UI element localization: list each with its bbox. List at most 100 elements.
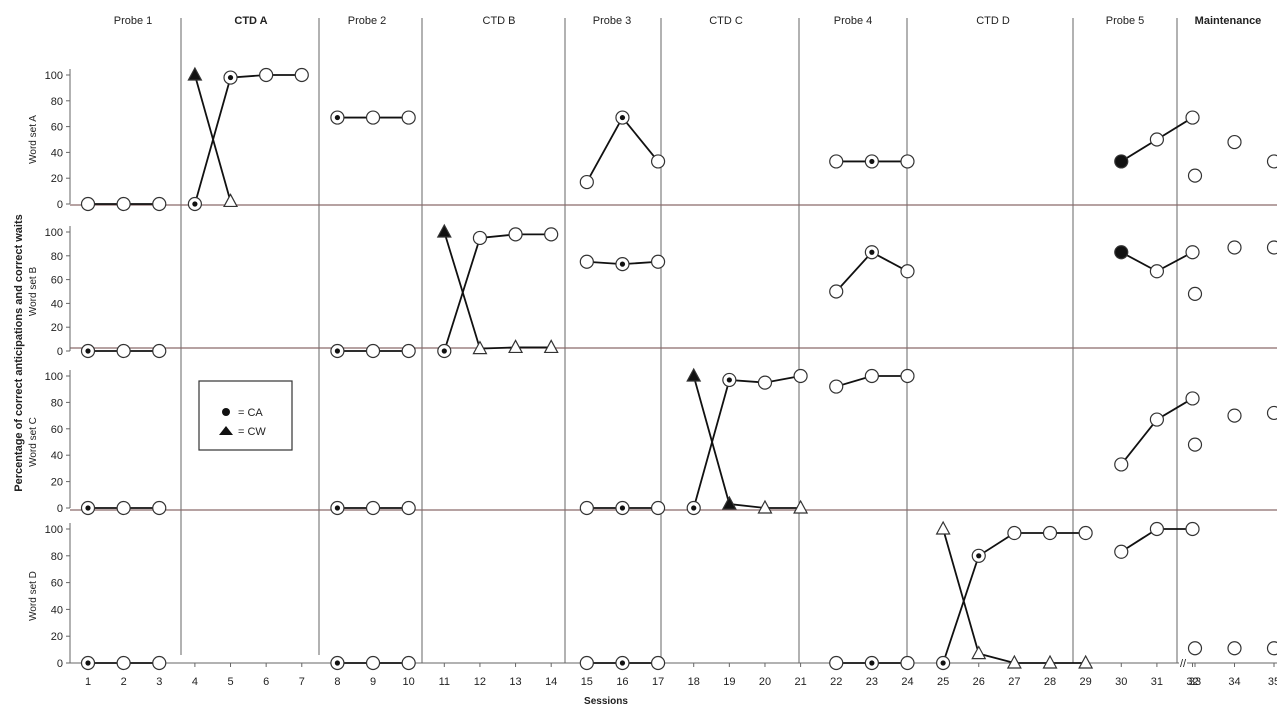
ca-data-point bbox=[152, 500, 167, 516]
y-tick-label: 80 bbox=[51, 397, 63, 409]
ca-data-point bbox=[1007, 525, 1022, 541]
x-tick-label: 9 bbox=[370, 676, 376, 688]
y-tick-label: 0 bbox=[57, 199, 63, 211]
ca-data-point bbox=[1227, 134, 1242, 150]
x-tick-label: 4 bbox=[192, 676, 198, 688]
cw-data-point bbox=[187, 66, 203, 81]
ca-data-point bbox=[401, 343, 416, 359]
series-line-circle bbox=[443, 233, 552, 352]
ca-data-point bbox=[650, 655, 666, 671]
ca-data-point-center bbox=[619, 660, 626, 666]
ca-data-point bbox=[1149, 264, 1165, 279]
phase-label-6: CTD C bbox=[709, 15, 743, 27]
ca-data-point-center bbox=[334, 505, 341, 511]
ca-data-point bbox=[1227, 240, 1242, 255]
x-tick-label: 16 bbox=[616, 676, 628, 688]
cw-data-point bbox=[935, 520, 951, 535]
x-tick-label: 1 bbox=[85, 676, 91, 688]
y-tick-label: 40 bbox=[51, 604, 63, 616]
ca-data-point bbox=[650, 254, 666, 269]
x-tick-label: 28 bbox=[1044, 676, 1056, 688]
panel-label-2: Word set B bbox=[28, 267, 39, 317]
ca-data-point bbox=[1149, 412, 1165, 427]
y-axis-label: Percentage of correct anticipations and … bbox=[13, 214, 25, 492]
ca-data-point bbox=[152, 343, 167, 359]
y-tick-label: 100 bbox=[45, 371, 63, 383]
ca-data-point-center bbox=[869, 158, 875, 165]
y-tick-label: 20 bbox=[51, 631, 63, 643]
legend-ca-marker bbox=[222, 408, 230, 416]
ca-data-point bbox=[1185, 391, 1200, 406]
ca-data-point bbox=[1187, 437, 1203, 452]
x-tick-label: 31 bbox=[1151, 676, 1163, 688]
y-tick-label: 100 bbox=[45, 524, 63, 536]
y-tick-label: 0 bbox=[57, 346, 63, 358]
ca-data-point bbox=[1078, 525, 1093, 541]
x-tick-label: 10 bbox=[403, 676, 415, 688]
ca-data-point-center bbox=[691, 505, 697, 511]
ca-data-point bbox=[152, 196, 167, 212]
ca-data-point-center bbox=[976, 553, 982, 559]
x-tick-label: 22 bbox=[830, 676, 842, 688]
y-tick-label: 20 bbox=[51, 173, 63, 185]
y-tick-label: 100 bbox=[45, 70, 63, 82]
legend: = CA = CW bbox=[198, 380, 293, 451]
ca-data-point bbox=[1187, 168, 1203, 183]
ca-data-point bbox=[757, 375, 773, 390]
ca-data-point bbox=[508, 227, 523, 242]
ca-data-point bbox=[1149, 132, 1165, 147]
x-tick-label: 3 bbox=[156, 676, 162, 688]
series-line-circle bbox=[692, 375, 801, 509]
y-tick-label: 60 bbox=[51, 578, 63, 590]
ca-data-point bbox=[1114, 245, 1129, 260]
ca-data-point bbox=[116, 500, 131, 516]
phase-label-3: Probe 2 bbox=[348, 15, 387, 27]
ca-data-point-center bbox=[85, 660, 91, 666]
y-tick-label: 40 bbox=[51, 450, 63, 462]
x-tick-label: 5 bbox=[227, 676, 233, 688]
cw-data-point bbox=[686, 367, 702, 382]
x-tick-label: 25 bbox=[937, 676, 949, 688]
x-tick-label: 14 bbox=[545, 676, 557, 688]
x-tick-label: 23 bbox=[866, 676, 878, 688]
panel-label-1: Word set A bbox=[28, 115, 39, 164]
phase-label-9: Probe 5 bbox=[1106, 15, 1145, 27]
cw-data-point bbox=[757, 499, 773, 514]
y-tick-label: 80 bbox=[51, 96, 63, 108]
ca-data-point bbox=[1266, 240, 1277, 255]
ca-data-point bbox=[259, 67, 274, 83]
axis-break: // bbox=[1180, 658, 1187, 670]
cw-data-point bbox=[1042, 654, 1058, 669]
ca-data-point bbox=[1187, 286, 1203, 301]
ca-data-point bbox=[900, 368, 915, 384]
ca-data-point bbox=[152, 655, 167, 671]
ca-data-point bbox=[829, 655, 844, 671]
ca-data-point bbox=[116, 196, 131, 212]
ca-data-point bbox=[1149, 521, 1165, 537]
ca-data-point bbox=[579, 500, 594, 516]
ca-data-point bbox=[829, 154, 844, 169]
ca-data-point-center bbox=[334, 114, 341, 121]
cw-data-point bbox=[721, 495, 737, 510]
cw-data-point bbox=[436, 223, 452, 238]
x-tick-label: 11 bbox=[439, 676, 450, 688]
ca-data-point bbox=[365, 655, 381, 671]
ca-data-point bbox=[365, 500, 381, 516]
phase-label-4: CTD B bbox=[483, 15, 516, 27]
series-line-triangle bbox=[443, 231, 552, 350]
ca-data-point bbox=[116, 655, 131, 671]
series-line-triangle bbox=[194, 74, 232, 202]
phase-label-7: Probe 4 bbox=[834, 15, 873, 27]
x-tick-label: 26 bbox=[973, 676, 985, 688]
x-tick-label: 30 bbox=[1115, 676, 1127, 688]
cw-data-point bbox=[1006, 654, 1022, 669]
ca-data-point bbox=[1114, 544, 1129, 559]
ca-data-point bbox=[1187, 641, 1203, 656]
ca-data-point bbox=[401, 655, 416, 671]
ca-data-point-center bbox=[869, 660, 875, 666]
x-tick-label: 27 bbox=[1008, 676, 1020, 688]
ca-data-point bbox=[579, 174, 594, 190]
series-line-triangle bbox=[692, 375, 801, 509]
x-tick-label: 8 bbox=[334, 676, 340, 688]
y-tick-label: 80 bbox=[51, 551, 63, 563]
